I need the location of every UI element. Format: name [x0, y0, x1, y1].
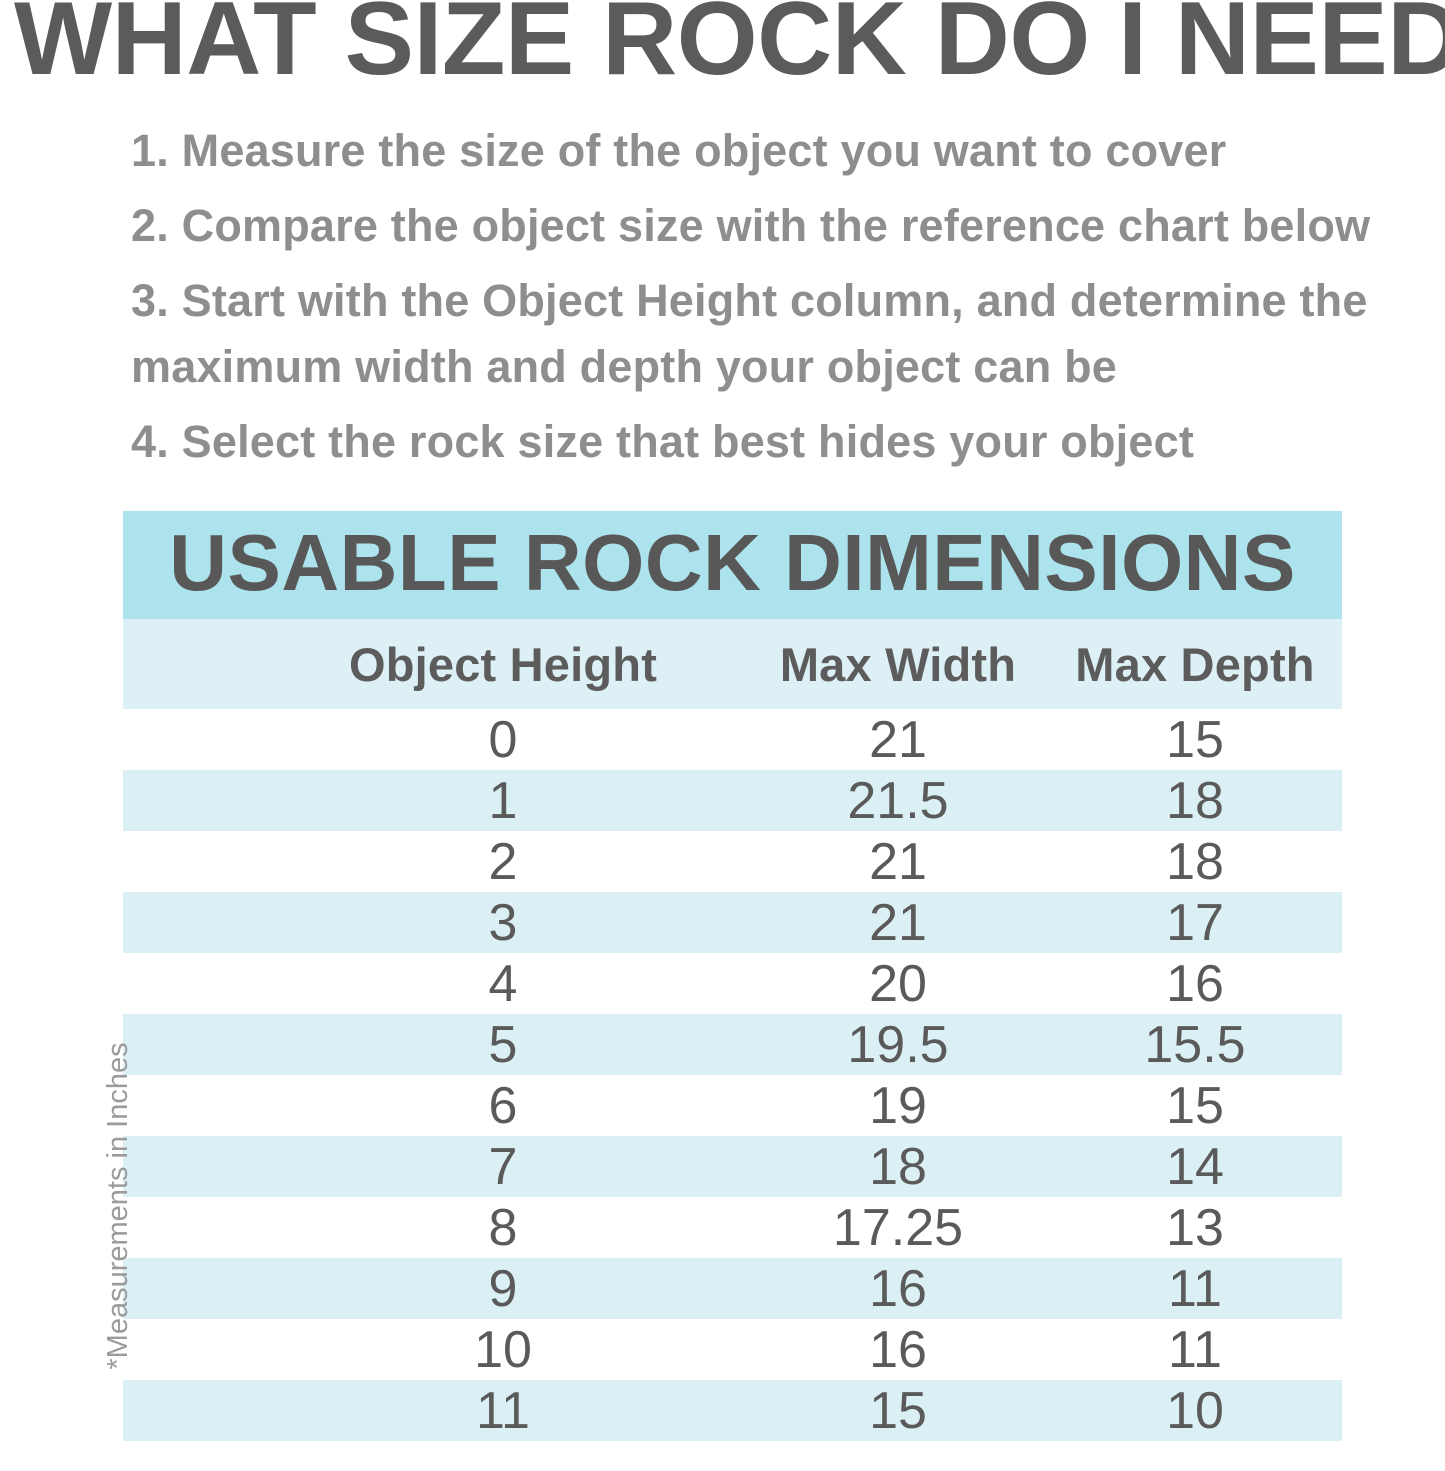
table-row: 10 16 11 — [123, 1319, 1342, 1380]
cell-max-depth: 15 — [1166, 710, 1224, 769]
instruction-step-1: 1. Measure the size of the object you wa… — [131, 125, 1227, 176]
table-row: 11 15 10 — [123, 1380, 1342, 1441]
cell-max-depth: 17 — [1166, 893, 1224, 952]
table-body: 0 21 15 1 21.5 18 2 21 18 3 21 17 4 20 1… — [123, 709, 1342, 1441]
cell-max-width: 19 — [869, 1076, 927, 1135]
table-row: 4 20 16 — [123, 953, 1342, 1014]
table-row: 7 18 14 — [123, 1136, 1342, 1197]
cell-max-depth: 16 — [1166, 954, 1224, 1013]
table-row: 8 17.25 13 — [123, 1197, 1342, 1258]
cell-object-height: 7 — [488, 1137, 518, 1196]
instruction-step-2: 2. Compare the object size with the refe… — [131, 200, 1371, 251]
cell-max-width: 21 — [869, 832, 927, 891]
cell-object-height: 3 — [488, 893, 518, 952]
cell-max-width: 17.25 — [832, 1198, 964, 1257]
table-row: 2 21 18 — [123, 831, 1342, 892]
page-title: WHAT SIZE ROCK DO I NEED? — [14, 0, 1445, 97]
cell-max-width: 18 — [869, 1137, 927, 1196]
cell-max-width: 15 — [869, 1381, 927, 1440]
cell-object-height: 4 — [488, 954, 518, 1013]
cell-max-depth: 11 — [1168, 1320, 1222, 1379]
cell-max-depth: 15.5 — [1144, 1015, 1246, 1074]
column-header-max-width: Max Width — [779, 637, 1017, 691]
cell-max-width: 20 — [869, 954, 927, 1013]
cell-object-height: 0 — [488, 710, 518, 769]
cell-max-depth: 13 — [1166, 1198, 1224, 1257]
cell-object-height: 6 — [488, 1076, 518, 1135]
cell-object-height: 8 — [488, 1198, 518, 1257]
cell-object-height: 1 — [488, 771, 518, 830]
cell-object-height: 11 — [476, 1381, 530, 1440]
table-row: 9 16 11 — [123, 1258, 1342, 1319]
column-header-max-depth: Max Depth — [1075, 637, 1315, 691]
measurements-unit-note: *Measurements in Inches — [102, 1042, 134, 1370]
cell-max-depth: 11 — [1168, 1259, 1222, 1318]
instruction-step-4: 4. Select the rock size that best hides … — [131, 416, 1195, 467]
cell-max-width: 21 — [869, 893, 927, 952]
cell-max-depth: 14 — [1166, 1137, 1224, 1196]
cell-object-height: 9 — [488, 1259, 518, 1318]
cell-max-depth: 10 — [1166, 1381, 1224, 1440]
usable-rock-dimensions-table: USABLE ROCK DIMENSIONS Object Height Max… — [123, 511, 1342, 1441]
table-banner: USABLE ROCK DIMENSIONS — [123, 511, 1342, 619]
cell-object-height: 2 — [488, 832, 518, 891]
cell-max-width: 21.5 — [847, 771, 949, 830]
cell-object-height: 5 — [488, 1015, 518, 1074]
column-header-object-height: Object Height — [348, 637, 658, 691]
table-column-header-row: Object Height Max Width Max Depth — [123, 619, 1342, 709]
cell-max-depth: 18 — [1166, 832, 1224, 891]
table-row: 5 19.5 15.5 — [123, 1014, 1342, 1075]
instruction-step-3: 3. Start with the Object Height column, … — [131, 275, 1368, 392]
cell-max-width: 16 — [869, 1259, 927, 1318]
table-row: 1 21.5 18 — [123, 770, 1342, 831]
table-banner-title: USABLE ROCK DIMENSIONS — [169, 518, 1296, 607]
cell-max-depth: 18 — [1166, 771, 1224, 830]
table-row: 3 21 17 — [123, 892, 1342, 953]
cell-max-width: 19.5 — [847, 1015, 949, 1074]
instructions-list: 1. Measure the size of the object you wa… — [131, 118, 1391, 484]
cell-object-height: 10 — [474, 1320, 532, 1379]
cell-max-width: 16 — [869, 1320, 927, 1379]
table-row: 6 19 15 — [123, 1075, 1342, 1136]
cell-max-depth: 15 — [1166, 1076, 1224, 1135]
table-row: 0 21 15 — [123, 709, 1342, 770]
cell-max-width: 21 — [869, 710, 927, 769]
